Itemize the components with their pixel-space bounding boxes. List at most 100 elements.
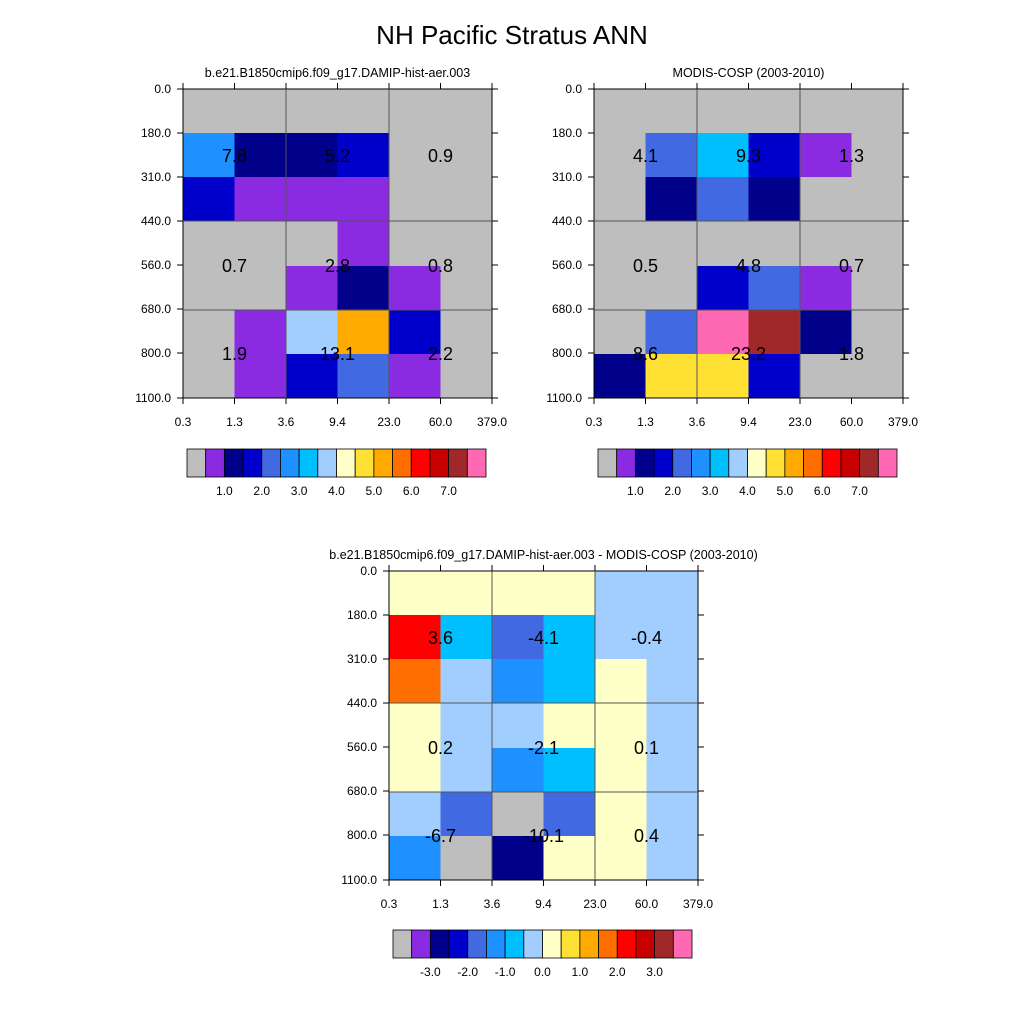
heatmap-cell [851,310,904,355]
colorbar-swatch [840,448,861,478]
heatmap-cell [440,177,493,222]
panel-title: b.e21.B1850cmip6.f09_g17.DAMIP-hist-aer.… [205,66,470,80]
heatmap-cell [389,221,441,267]
heatmap-cell [440,836,493,881]
colorbar-swatch [223,448,244,478]
x-tick-label: 3.6 [278,415,295,429]
heatmap-cell [800,266,852,311]
y-tick-label: 180.0 [347,608,377,622]
heatmap-cell [646,836,699,881]
y-tick-label: 1100.0 [135,391,171,405]
y-tick-label: 440.0 [141,214,171,228]
heatmap-cell [748,310,801,355]
colorbar-label: 2.0 [664,484,681,498]
heatmap-cell [851,221,904,267]
x-tick-label: 60.0 [635,897,659,911]
group-value-label: 0.9 [428,146,453,166]
heatmap-cell [440,354,493,399]
colorbar-swatch [654,929,674,959]
heatmap-cell [800,354,852,399]
colorbar-swatch [411,929,431,959]
heatmap-cell [594,221,646,267]
panel-title: MODIS-COSP (2003-2010) [673,66,825,80]
heatmap-cell [389,266,441,311]
heatmap-cell [389,836,441,881]
heatmap-cell [234,310,287,355]
colorbar-swatch [410,448,431,478]
heatmap-cell [389,615,441,660]
group-value-label: -2.1 [528,738,559,758]
heatmap-cell [234,354,287,399]
heatmap-cell [234,89,287,134]
heatmap-cell [543,571,596,616]
heatmap-cell [286,354,338,399]
heatmap-cell [492,703,544,749]
x-tick-label: 60.0 [429,415,453,429]
heatmap-cell [440,659,493,704]
colorbar-swatch [354,448,375,478]
group-value-label: 1.8 [839,344,864,364]
x-tick-label: 23.0 [377,415,401,429]
colorbar-swatch [429,929,450,959]
colorbar-label: 6.0 [403,484,420,498]
y-tick-label: 310.0 [347,652,377,666]
colorbar-label: 6.0 [814,484,831,498]
group-value-label: 0.5 [633,256,658,276]
heatmap-cell [389,354,441,399]
colorbar-swatch [448,929,469,959]
heatmap-cell [800,221,852,267]
x-tick-label: 23.0 [583,897,607,911]
group-value-label: -0.4 [631,628,662,648]
heatmap-cell [645,266,698,311]
y-tick-label: 800.0 [141,346,171,360]
heatmap-cell [286,310,338,355]
colorbar-swatch [466,448,487,478]
heatmap-cell [646,748,699,793]
x-tick-label: 0.3 [175,415,192,429]
heatmap-cell [492,659,544,704]
y-tick-label: 680.0 [141,302,171,316]
x-tick-label: 60.0 [840,415,864,429]
group-value-label: 1.3 [839,146,864,166]
heatmap-cell [337,133,390,178]
heatmap-cell [646,571,699,616]
heatmap-cell [748,354,801,399]
heatmap-cell [645,354,698,399]
heatmap-panel-2: 0.0 180.0 310.0 440.0 560.0 680.0 800.0 1100.0 0… [546,66,918,498]
colorbar-swatch [392,929,413,959]
heatmap-cell [800,89,852,134]
colorbar-swatch [672,929,693,959]
heatmap-cell [851,177,904,222]
x-tick-label: 379.0 [683,897,713,911]
y-tick-label: 0.0 [565,82,582,96]
colorbar-swatch [635,929,656,959]
heatmap-cell [594,354,646,399]
colorbar-swatch [784,448,804,478]
colorbar: -3.0 -2.0 -1.0 0.0 1.0 2.0 3.0 [392,929,693,979]
heatmap-cell [492,615,544,660]
group-value-label: 7.8 [222,146,247,166]
heatmap-cell [440,266,493,311]
colorbar-swatch [765,448,786,478]
heatmap-cell [543,836,596,881]
heatmap-cell [748,133,801,178]
heatmap-cell [183,177,235,222]
heatmap-cell [800,177,852,222]
colorbar: 1.0 2.0 3.0 4.0 5.0 6.0 7.0 [597,448,898,498]
colorbar-swatch [859,448,879,478]
group-value-label: -4.1 [528,628,559,648]
colorbar-swatch [504,929,525,959]
heatmap-cell [748,89,801,134]
heatmap-cell [851,266,904,311]
colorbar-swatch [653,448,674,478]
group-value-label: 0.4 [634,826,659,846]
heatmap-cell [440,89,493,134]
heatmap-cell [645,133,698,178]
heatmap-cell [389,310,441,355]
colorbar-label: 4.0 [328,484,345,498]
colorbar-label: 3.0 [291,484,308,498]
heatmap-cell [286,133,338,178]
group-value-label: -10.1 [523,826,564,846]
heatmap-cell [851,133,904,178]
heatmap-cell [697,133,749,178]
